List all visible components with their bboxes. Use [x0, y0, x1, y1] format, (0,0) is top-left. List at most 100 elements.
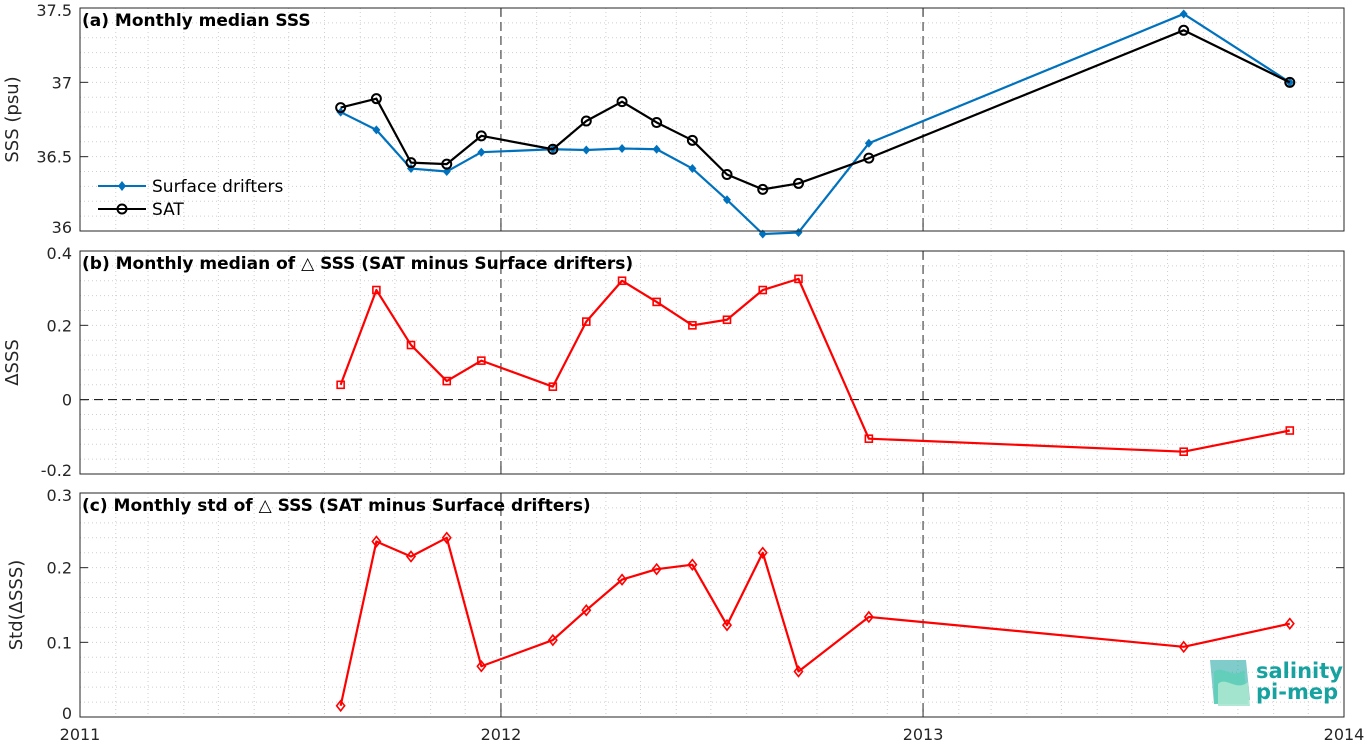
sat-point [863, 152, 875, 164]
panel-a-plot-area [80, 8, 1344, 231]
y-tick-label: 0.1 [47, 633, 72, 652]
legend-label-surface-drifters: Surface drifters [152, 177, 283, 197]
sat-point [475, 130, 487, 142]
delta-sss-point [794, 274, 803, 284]
y-tick-label: 0 [62, 704, 72, 723]
std-delta-sss-point [405, 550, 417, 563]
sat-point [441, 158, 453, 170]
delta-sss-point [581, 317, 591, 326]
panel-b-axes-box [79, 250, 1345, 475]
std-delta-sss-point [757, 546, 768, 560]
std-delta-sss-point [476, 659, 487, 673]
surface-drifters-point [652, 144, 661, 154]
panel-c-series [335, 531, 1295, 713]
y-tick-label: 0.2 [47, 559, 72, 578]
sat-point [405, 157, 417, 169]
sat-point [1178, 24, 1190, 36]
panel-a-y-axis-label: SSS (psu) [2, 76, 23, 162]
surface-drifters-point [618, 143, 627, 153]
panel-c-title: (c) Monthly std of △ SSS (SAT minus Surf… [82, 496, 591, 516]
panel-c-plot-area [80, 493, 1344, 717]
std-delta-sss-point [581, 603, 592, 617]
legend: Surface drifters SAT [98, 177, 283, 220]
surface-drifters-point [864, 138, 873, 148]
panel-b-year-dividers [500, 251, 924, 474]
y-tick-label: 36 [52, 218, 72, 237]
delta-sss-point [406, 340, 416, 350]
surface-drifters-point [794, 227, 803, 237]
sat-point [686, 134, 698, 146]
std-delta-sss-point [721, 618, 733, 632]
legend-marker-surface-drifters [118, 181, 126, 191]
surface-drifters-point [722, 195, 731, 205]
sat-point [580, 115, 592, 127]
delta-sss-point [442, 376, 452, 386]
delta-sss-point [617, 276, 627, 286]
panel-a-monthly-median-sss: 36 36.5 37 37.5 (a) Monthly median SSS SSS … [2, 1, 1345, 239]
surface-drifters-point [1179, 9, 1188, 19]
delta-sss-point [1179, 447, 1188, 457]
panel-b-plot-area [80, 251, 1344, 474]
y-tick-label: 37.5 [36, 1, 72, 20]
sat-line [340, 29, 1291, 191]
x-tick-label: 2013 [903, 725, 944, 744]
panel-b-grid [80, 251, 1344, 474]
surface-drifters-point [477, 147, 486, 157]
std-delta-sss-point [335, 699, 346, 713]
series-0-line [339, 277, 1291, 453]
delta-sss-point [652, 297, 661, 307]
panel-c-axes-box [79, 492, 1345, 718]
std-delta-sss-point [617, 573, 628, 586]
delta-sss-point [1285, 426, 1295, 435]
std-delta-sss-point [441, 531, 452, 545]
sat-point [547, 143, 559, 155]
logo-wave-light-icon [1218, 681, 1250, 706]
sat-point [370, 93, 382, 105]
std-delta-sss-point [371, 535, 382, 548]
delta-sss-point [548, 382, 558, 391]
surface-drifters-point [442, 167, 451, 177]
y-tick-label: 0 [62, 391, 72, 410]
y-tick-label: -0.2 [41, 461, 72, 480]
std-delta-sss-point [793, 665, 804, 678]
x-tick-label: 2014 [1324, 725, 1365, 744]
panel-c-monthly-std-delta-sss: 0 0.1 0.2 0.3 (c) Monthly std of △ SSS (SAT… [6, 486, 1345, 723]
salinity-pi-mep-logo: salinity pi-mep [1210, 659, 1343, 706]
delta-sss-point [336, 380, 345, 390]
panel-b-y-axis-label: ΔSSS [2, 339, 23, 386]
surface-drifters-line [340, 12, 1291, 236]
sat-point [651, 116, 663, 128]
panel-c-y-axis-label: Std(ΔSSS) [6, 560, 27, 651]
sat-point [616, 96, 628, 108]
std-delta-sss-point [651, 562, 662, 576]
std-delta-sss-point [863, 610, 874, 624]
logo-text-line1: salinity [1256, 659, 1343, 683]
delta-sss-point [372, 285, 381, 295]
delta-sss-point [864, 434, 874, 443]
x-axis-tick-labels: 2011 2012 2013 2014 [60, 725, 1365, 744]
std-delta-sss-point [1178, 640, 1189, 654]
sat-point [335, 102, 347, 114]
surface-drifters-point [372, 125, 381, 135]
surface-drifters-point [688, 164, 697, 174]
sat-point [1284, 76, 1296, 88]
panel-b-monthly-median-delta-sss: -0.2 0 0.2 0.4 (b) Monthly median of △ SSS … [2, 244, 1345, 480]
sat-point [757, 183, 769, 195]
y-tick-label: 37 [52, 73, 72, 92]
y-tick-label: 36.5 [36, 148, 72, 167]
surface-drifters-point [758, 229, 767, 239]
y-tick-label: 0.4 [47, 244, 72, 263]
panel-c-year-dividers [500, 493, 924, 717]
x-tick-label: 2012 [481, 725, 522, 744]
surface-drifters-point [582, 145, 591, 155]
x-tick-label: 2011 [60, 725, 101, 744]
panel-a-year-dividers [500, 8, 924, 231]
delta-sss-point [477, 356, 486, 365]
std-delta-sss-point [687, 558, 698, 571]
legend-marker-sat [116, 203, 128, 215]
sat-point [792, 177, 804, 189]
panel-b-series [336, 274, 1295, 457]
y-tick-label: 0.3 [47, 486, 72, 505]
panel-c-y-ticks: 0 0.1 0.2 0.3 [47, 486, 1345, 723]
